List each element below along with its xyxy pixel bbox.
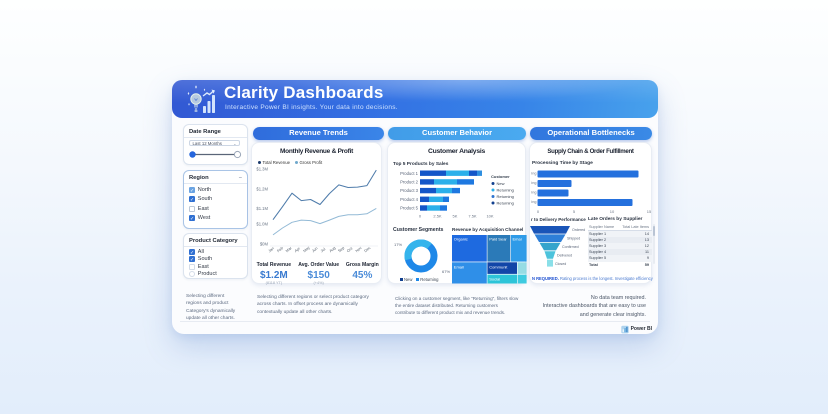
svg-text:Delivered: Delivered bbox=[557, 254, 572, 258]
svg-text:ing: ing bbox=[531, 181, 536, 185]
svg-text:Paid Sear: Paid Sear bbox=[489, 236, 507, 241]
svg-text:Ordered: Ordered bbox=[572, 228, 585, 232]
svg-text:Feb: Feb bbox=[276, 246, 284, 253]
svg-text:Returning: Returning bbox=[497, 194, 514, 199]
svg-text:May: May bbox=[303, 246, 311, 254]
svg-text:Shipped: Shipped bbox=[567, 237, 580, 241]
svg-text:New: New bbox=[497, 181, 505, 186]
svg-text:Organic: Organic bbox=[453, 236, 467, 241]
svg-text:Product 3: Product 3 bbox=[400, 188, 419, 193]
svg-text:$1.2M: $1.2M bbox=[256, 187, 268, 192]
svg-text:Mar: Mar bbox=[285, 246, 293, 254]
svg-text:Confirmed: Confirmed bbox=[562, 245, 579, 249]
svg-text:Product 4: Product 4 bbox=[400, 197, 419, 202]
svg-text:0: 0 bbox=[419, 214, 422, 219]
svg-text:15: 15 bbox=[647, 209, 652, 214]
svg-text:Email: Email bbox=[453, 264, 463, 269]
svg-text:Jan: Jan bbox=[268, 246, 275, 253]
svg-text:ing: ing bbox=[531, 191, 536, 195]
svg-text:Jul: Jul bbox=[320, 247, 326, 253]
svg-text:10: 10 bbox=[610, 209, 615, 214]
svg-text:5: 5 bbox=[573, 209, 576, 214]
svg-text:ing: ing bbox=[531, 172, 536, 176]
svg-text:Apr: Apr bbox=[294, 246, 302, 253]
svg-text:Customer: Customer bbox=[491, 174, 510, 179]
svg-text:Dec: Dec bbox=[364, 246, 372, 253]
svg-text:Oct: Oct bbox=[346, 246, 354, 253]
svg-text:Product 1: Product 1 bbox=[400, 171, 419, 176]
svg-text:0: 0 bbox=[537, 209, 540, 214]
svg-text:Returning: Returning bbox=[497, 188, 514, 193]
svg-text:$1.3M: $1.3M bbox=[256, 167, 268, 172]
svg-text:2.5K: 2.5K bbox=[433, 214, 442, 219]
svg-text:Social: Social bbox=[489, 276, 500, 281]
svg-text:Aug: Aug bbox=[329, 246, 337, 253]
svg-text:Nov: Nov bbox=[355, 246, 363, 253]
svg-text:$1.1M: $1.1M bbox=[256, 206, 268, 211]
svg-text:$0M: $0M bbox=[260, 242, 269, 247]
svg-text:Product 5: Product 5 bbox=[400, 206, 419, 211]
svg-text:Product 2: Product 2 bbox=[400, 180, 419, 185]
svg-text:10K: 10K bbox=[486, 214, 493, 219]
svg-text:Jun: Jun bbox=[311, 246, 318, 253]
svg-text:7.5K: 7.5K bbox=[468, 214, 477, 219]
svg-text:Returning: Returning bbox=[497, 201, 514, 206]
svg-text:$1.0M: $1.0M bbox=[256, 222, 268, 227]
svg-text:ing: ing bbox=[531, 200, 536, 204]
svg-text:Communit: Communit bbox=[489, 264, 508, 269]
svg-text:Emai: Emai bbox=[512, 236, 521, 241]
svg-text:Sep: Sep bbox=[337, 246, 345, 253]
svg-text:Closed: Closed bbox=[555, 262, 566, 266]
svg-text:5K: 5K bbox=[453, 214, 458, 219]
